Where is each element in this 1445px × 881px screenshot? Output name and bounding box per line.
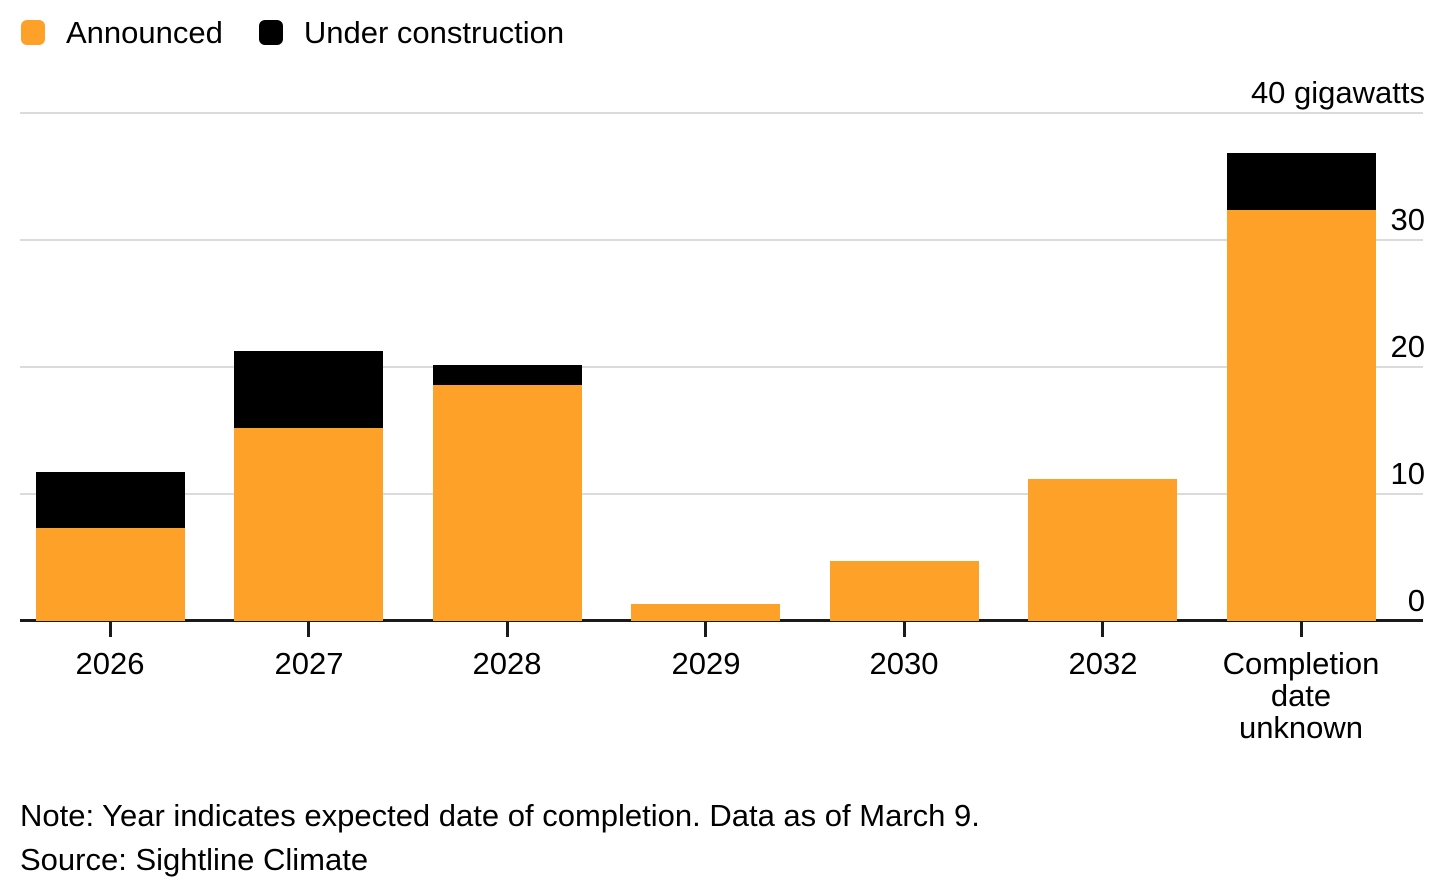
under-construction-swatch-icon: [258, 20, 283, 45]
bar-segment-under-construction-completion-date-unknown: [1227, 153, 1376, 210]
y-axis-label-20: 20: [1390, 329, 1425, 364]
gridline-30: [20, 239, 1423, 241]
legend-label-under-construction: Under construction: [303, 15, 565, 50]
y-axis-label-40: 40 gigawatts: [1250, 75, 1425, 110]
source-text: Source: Sightline Climate: [20, 842, 369, 877]
x-axis-label-2030: 2030: [869, 646, 939, 681]
x-axis-label-2027: 2027: [274, 646, 344, 681]
bar-segment-announced-2027: [234, 428, 383, 621]
bar-segment-announced-2026: [36, 528, 185, 621]
y-axis-label-0: 0: [1407, 583, 1425, 618]
x-tick-2028: [506, 622, 509, 637]
bar-segment-announced-completion-date-unknown: [1227, 210, 1376, 621]
bar-segment-announced-2028: [433, 385, 582, 621]
bar-segment-under-construction-2028: [433, 365, 582, 385]
legend: Announced Under construction: [21, 17, 564, 48]
x-tick-2032: [1101, 622, 1104, 637]
y-axis-label-30: 30: [1390, 202, 1425, 237]
bar-segment-announced-2032: [1028, 479, 1177, 621]
x-axis-label-2029: 2029: [671, 646, 741, 681]
x-axis-label-2026: 2026: [75, 646, 145, 681]
announced-swatch-icon: [21, 20, 45, 45]
x-tick-2026: [109, 622, 112, 637]
note-text: Note: Year indicates expected date of co…: [20, 798, 980, 833]
x-axis-label-2032: 2032: [1068, 646, 1138, 681]
x-tick-2029: [704, 622, 707, 637]
bar-segment-announced-2030: [830, 561, 979, 621]
gridline-40: [20, 112, 1423, 114]
legend-item-announced: Announced: [21, 17, 223, 48]
bar-segment-under-construction-2027: [234, 351, 383, 428]
x-tick-2027: [307, 622, 310, 637]
y-axis-label-10: 10: [1390, 456, 1425, 491]
x-axis-label-completion-date-unknown: Completion date unknown: [1222, 646, 1380, 745]
x-tick-completion-date-unknown: [1300, 622, 1303, 637]
gridline-20: [20, 366, 1423, 368]
x-tick-2030: [903, 622, 906, 637]
footer: Note: Year indicates expected date of co…: [20, 794, 980, 881]
legend-item-under-construction: Under construction: [258, 15, 565, 50]
gridline-10: [20, 493, 1423, 495]
bar-segment-under-construction-2026: [36, 472, 185, 528]
bar-segment-announced-2029: [631, 604, 780, 621]
legend-label-announced: Announced: [66, 15, 223, 50]
x-axis-label-2028: 2028: [472, 646, 542, 681]
